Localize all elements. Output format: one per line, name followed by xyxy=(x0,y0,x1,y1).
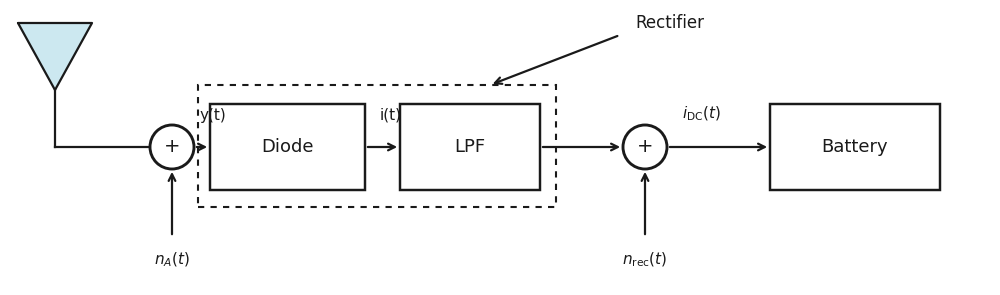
Text: y(t): y(t) xyxy=(200,108,227,123)
Text: $n_A(t)$: $n_A(t)$ xyxy=(154,251,190,269)
Polygon shape xyxy=(18,23,92,90)
Text: Diode: Diode xyxy=(261,138,314,156)
Text: Rectifier: Rectifier xyxy=(635,14,704,32)
Text: Battery: Battery xyxy=(822,138,888,156)
Circle shape xyxy=(623,125,667,169)
Text: LPF: LPF xyxy=(454,138,486,156)
Text: $n_{\mathrm{rec}}(t)$: $n_{\mathrm{rec}}(t)$ xyxy=(622,251,668,269)
Bar xyxy=(400,104,540,190)
Circle shape xyxy=(150,125,194,169)
Text: $i_{\mathrm{DC}}(t)$: $i_{\mathrm{DC}}(t)$ xyxy=(682,105,721,123)
Text: +: + xyxy=(637,137,653,157)
Bar xyxy=(198,85,556,207)
Bar xyxy=(210,104,365,190)
Text: i(t): i(t) xyxy=(380,108,402,123)
Text: +: + xyxy=(164,137,180,157)
Bar xyxy=(770,104,940,190)
